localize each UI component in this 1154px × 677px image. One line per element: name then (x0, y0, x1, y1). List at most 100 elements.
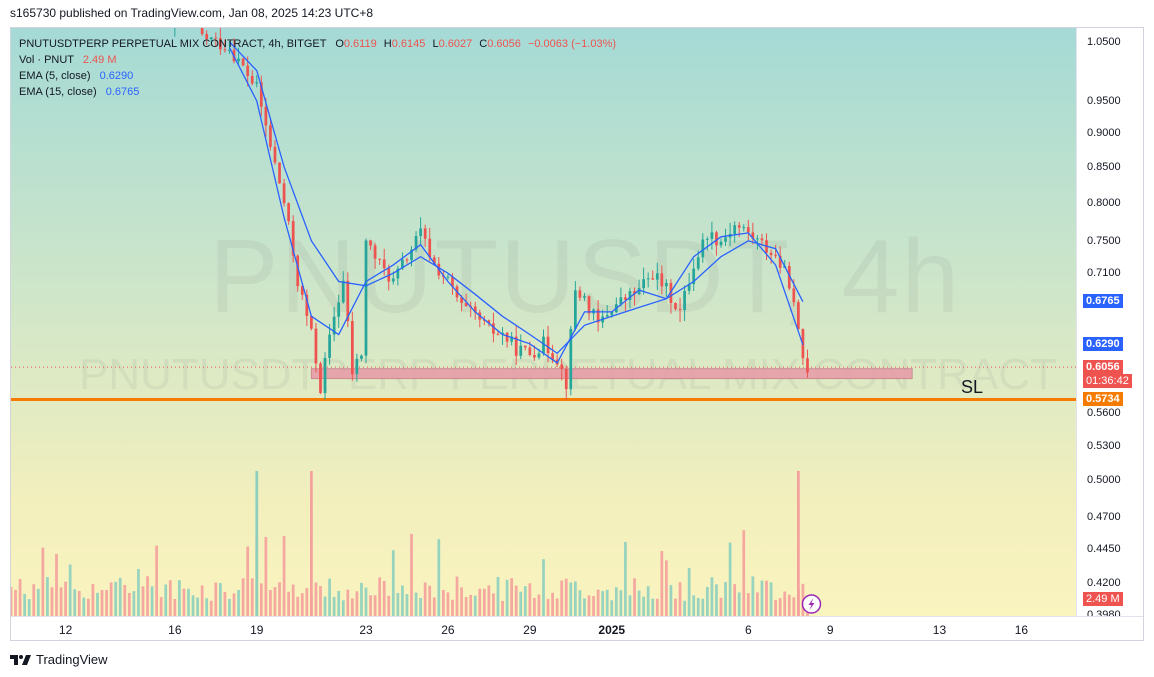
high-value: 0.6145 (391, 38, 426, 50)
candle-body (278, 162, 281, 184)
volume-bar (118, 577, 122, 616)
volume-bar (792, 597, 796, 616)
volume-bar (328, 578, 331, 616)
volume-bar (605, 589, 609, 616)
candle-body (546, 336, 550, 354)
candle-body (246, 65, 250, 76)
candle-body (501, 332, 504, 335)
volume-bar (437, 539, 441, 616)
volume-bar (114, 581, 118, 616)
volume-bar (651, 598, 655, 616)
candle-body (259, 82, 263, 107)
candle-body (237, 58, 240, 62)
volume-bar (715, 584, 718, 616)
volume-bar (182, 588, 186, 616)
x-tick-label: 23 (359, 623, 373, 637)
volume-bar (141, 586, 145, 616)
volume-bar (14, 589, 17, 616)
volume-value: 2.49 M (82, 54, 117, 66)
volume-bar (573, 581, 577, 616)
volume-bar (123, 584, 127, 616)
y-tick-label: 0.9000 (1087, 127, 1121, 139)
x-tick-label: 6 (744, 623, 752, 637)
candle-body (774, 255, 777, 257)
volume-bar (473, 595, 477, 616)
volume-label[interactable]: Vol · PNUT (19, 54, 74, 66)
ema5-label[interactable]: EMA (5, close) (19, 70, 91, 82)
x-tick-label: 26 (441, 623, 455, 637)
tradingview-logo-icon (10, 654, 31, 665)
volume-bar (674, 598, 677, 616)
volume-bar (537, 594, 541, 616)
candle-body (337, 302, 341, 317)
volume-bar (596, 589, 600, 616)
volume-bar (355, 591, 359, 616)
volume-bar (710, 577, 714, 616)
candle-body (605, 315, 609, 317)
volume-bar (264, 536, 268, 616)
volume-bar (519, 591, 523, 616)
y-tick-label: 0.5000 (1087, 474, 1121, 487)
volume-bar (542, 559, 545, 616)
candle-body (314, 328, 318, 364)
candle-body (692, 268, 696, 285)
volume-spike-bar (310, 471, 313, 616)
symbol-label[interactable]: PNUTUSDTPERP PERPETUAL MIX CONTRACT, 4h,… (19, 38, 327, 50)
ema15-label[interactable]: EMA (15, close) (19, 86, 97, 98)
volume-bar (619, 590, 623, 616)
volume-bar (187, 588, 190, 616)
candle-body (319, 363, 322, 394)
volume-bar (250, 578, 254, 616)
candle-body (350, 321, 354, 375)
y-tick-label: 0.5300 (1087, 439, 1121, 452)
x-tick-label: 2025 (598, 623, 626, 637)
sl-price-tag: 0.5734 (1083, 392, 1123, 406)
volume-bar (214, 582, 218, 616)
volume-bar (396, 592, 400, 616)
volume-bar (164, 584, 168, 616)
volume-bar (546, 598, 550, 616)
candle-body (423, 228, 427, 239)
volume-bar (614, 587, 618, 616)
candle-body (255, 82, 259, 84)
volume-bar (492, 593, 495, 616)
volume-bar (569, 582, 573, 616)
volume-bar (55, 553, 58, 616)
volume-bar (100, 590, 104, 616)
footer: TradingView (10, 652, 108, 667)
candle-body (655, 273, 659, 280)
time-axis[interactable]: 12 16 19 23 26 29 2025 6 9 13 16 (11, 616, 1143, 640)
footer-brand[interactable]: TradingView (36, 652, 108, 667)
x-tick-label: 29 (523, 623, 537, 637)
y-tick-label: 0.7500 (1087, 234, 1121, 247)
candle-body (432, 257, 436, 264)
volume-bar (68, 564, 72, 616)
volume-bar (746, 593, 750, 616)
volume-bar (469, 594, 473, 616)
plot-area[interactable]: PNUTUSDT, 4h PNUTUSDTPERP PERPETUAL MIX … (11, 28, 1076, 616)
candle-body (341, 280, 345, 303)
volume-bar (168, 580, 172, 616)
volume-bar (432, 597, 436, 616)
candle-body (665, 283, 668, 287)
candle-body (369, 240, 372, 246)
lightning-icon (808, 598, 815, 610)
candle-body (573, 290, 577, 329)
chart-frame: PNUTUSDT, 4h PNUTUSDTPERP PERPETUAL MIX … (10, 27, 1144, 641)
price-axis[interactable]: 0.6765 0.6290 0.6056 01:36:42 0.5734 2.4… (1076, 28, 1143, 621)
volume-bar (109, 582, 113, 616)
volume-bar (528, 583, 532, 616)
volume-bar (451, 599, 454, 616)
candle-body (414, 236, 418, 250)
volume-bar (583, 598, 586, 616)
y-tick-label: 0.8000 (1087, 196, 1121, 209)
low-label: L (432, 38, 439, 50)
candle-body (291, 221, 295, 256)
y-tick-label: 0.8500 (1087, 160, 1121, 173)
volume-bar (555, 598, 559, 616)
candle-body (778, 255, 782, 268)
volume-bar (11, 586, 13, 616)
volume-bar (350, 598, 354, 616)
candle-body (797, 302, 800, 330)
high-label: H (383, 38, 392, 50)
